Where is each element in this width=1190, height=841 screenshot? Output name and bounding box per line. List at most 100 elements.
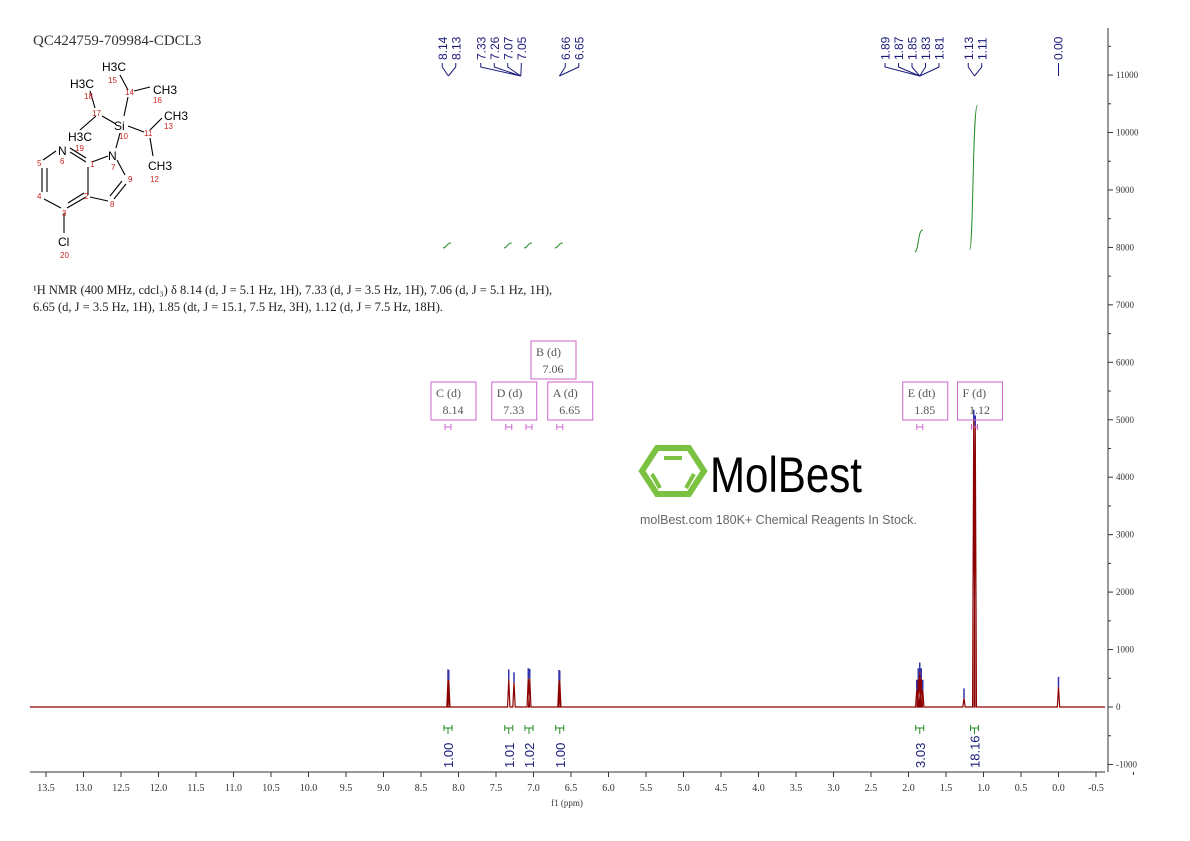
multiplet-label: F (d) xyxy=(963,386,987,400)
integral-value: 3.03 xyxy=(913,743,928,768)
multiplet-shift: 1.85 xyxy=(914,403,935,417)
atom-number: 17 xyxy=(92,109,101,118)
description-line-2: 6.65 (d, J = 3.5 Hz, 1H), 1.85 (dt, J = … xyxy=(33,300,443,314)
x-tick-label: 10.5 xyxy=(262,783,280,794)
x-tick-label: 3.0 xyxy=(827,783,840,794)
multiplet-range xyxy=(556,424,564,430)
y-tick-label: 10000 xyxy=(1116,128,1139,138)
integral-bracket xyxy=(443,725,453,734)
peak-label-connector xyxy=(919,63,926,77)
peak-label-connector xyxy=(507,63,522,77)
y-tick-label: 7000 xyxy=(1116,300,1135,310)
multiplet-box xyxy=(530,340,577,380)
x-tick-label: 4.5 xyxy=(715,783,728,794)
x-tick-label: 0.5 xyxy=(1015,783,1028,794)
spectrum-line xyxy=(30,419,1105,708)
atom-number: 3 xyxy=(62,209,67,218)
multiplet-box xyxy=(902,381,949,421)
atom-n6: N xyxy=(58,144,67,158)
description-line-1: ¹H NMR (400 MHz, cdcl₃) δ 8.14 (d, J = 5… xyxy=(33,283,553,297)
atom-numbers: 1 2 3 4 5 6 7 8 9 10 11 12 13 14 15 16 1… xyxy=(37,76,173,260)
multiplet-range xyxy=(525,424,533,430)
x-tick-label: 2.0 xyxy=(902,783,915,794)
y-tick-label: 9000 xyxy=(1116,185,1135,195)
peak-label-connector xyxy=(559,63,580,77)
atom-number: 13 xyxy=(164,122,173,131)
atom-ch3-13: CH3 xyxy=(164,109,188,123)
peak-label: 7.26 xyxy=(488,36,502,60)
peak-label-connector xyxy=(884,63,920,77)
multiplet-shift: 8.14 xyxy=(443,403,464,417)
bonds xyxy=(41,74,163,233)
multiplet-box xyxy=(491,381,538,421)
peak-label: 1.81 xyxy=(933,36,947,60)
multiplet-box xyxy=(430,381,477,421)
y-tick-label: 11000 xyxy=(1116,70,1139,80)
peak-label: 1.11 xyxy=(975,37,989,60)
peak-label: 1.89 xyxy=(879,36,893,60)
atom-n7: N xyxy=(108,149,117,163)
peak-label: 6.65 xyxy=(572,36,586,60)
peak-label: 8.13 xyxy=(449,36,463,60)
atom-number: 19 xyxy=(75,144,84,153)
y-tick-label: 2000 xyxy=(1116,587,1135,597)
peak-label-connector xyxy=(480,63,521,77)
atom-ch3-12: CH3 xyxy=(148,159,172,173)
x-tick-label: 12.0 xyxy=(150,783,168,794)
atom-number: 20 xyxy=(60,251,69,260)
x-axis-label: f1 (ppm) xyxy=(551,798,583,808)
y-tick-label: 4000 xyxy=(1116,472,1135,482)
nmr-description: ¹H NMR (400 MHz, cdcl₃) δ 8.14 (d, J = 5… xyxy=(33,282,552,316)
y-tick-label: 3000 xyxy=(1116,530,1135,540)
integral-bracket xyxy=(915,725,925,734)
peak-label-connector xyxy=(558,63,566,77)
x-tick-label: 12.5 xyxy=(112,783,130,794)
x-tick-label: 7.5 xyxy=(490,783,503,794)
x-tick-label: 11.5 xyxy=(187,783,204,794)
peak-label: 7.05 xyxy=(515,36,529,60)
peak-label-connector xyxy=(441,63,449,77)
x-tick-label: 9.5 xyxy=(340,783,353,794)
y-tick-label: 0 xyxy=(1116,702,1121,712)
atom-number: 10 xyxy=(119,132,128,141)
y-tick-label: 5000 xyxy=(1116,415,1135,425)
molecule-structure: H3C H3C CH3 CH3 Si H3C N N CH3 Cl 1 2 3 … xyxy=(37,60,188,260)
integral-curves xyxy=(442,104,978,253)
watermark: MolBest molBest.com 180K+ Chemical Reage… xyxy=(638,445,917,527)
integral-curve xyxy=(914,229,923,253)
atom-number: 18 xyxy=(84,92,93,101)
peak-label: 7.33 xyxy=(474,36,488,60)
watermark-tagline: molBest.com 180K+ Chemical Reagents In S… xyxy=(640,513,917,527)
atom-number: 9 xyxy=(128,175,133,184)
peak-label-connector xyxy=(974,63,983,77)
peak-label-connector xyxy=(919,63,940,77)
atom-number: 6 xyxy=(60,157,65,166)
multiplet-range xyxy=(971,424,978,430)
integral-curve xyxy=(523,242,533,249)
multiplet-box xyxy=(957,381,1003,421)
x-tick-label: 9.0 xyxy=(377,783,390,794)
multiplet-box xyxy=(547,381,594,421)
multiplet-boxes: C (d) 8.14 D (d) 7.33 B (d) 7.06 A (d) 6.65 E (d… xyxy=(430,340,1003,430)
peak-label: 1.83 xyxy=(919,36,933,60)
x-tick-label: 7.0 xyxy=(527,783,540,794)
x-tick-label: 6.0 xyxy=(602,783,615,794)
multiplet-range xyxy=(444,424,452,430)
watermark-logo-text: MolBest xyxy=(710,447,862,503)
integral-bracket xyxy=(555,725,565,734)
multiplet-label: E (dt) xyxy=(908,386,936,400)
molbest-logo-icon xyxy=(638,445,708,497)
peak-label: 1.87 xyxy=(892,36,906,60)
x-tick-label: 3.5 xyxy=(790,783,803,794)
x-tick-label: 11.0 xyxy=(225,783,242,794)
x-tick-label: 1.0 xyxy=(977,783,990,794)
atom-number: 12 xyxy=(150,175,159,184)
x-tick-label: 0.0 xyxy=(1052,783,1065,794)
multiplet-shift: 1.12 xyxy=(969,403,990,417)
atom-labels: H3C H3C CH3 CH3 Si H3C N N CH3 Cl xyxy=(58,60,188,249)
atom-number: 5 xyxy=(37,159,42,168)
integral-value: 18.16 xyxy=(968,735,983,768)
atom-ch3-16: CH3 xyxy=(153,83,177,97)
peak-label-connector xyxy=(911,63,921,77)
atom-h3c-18: H3C xyxy=(70,77,94,91)
